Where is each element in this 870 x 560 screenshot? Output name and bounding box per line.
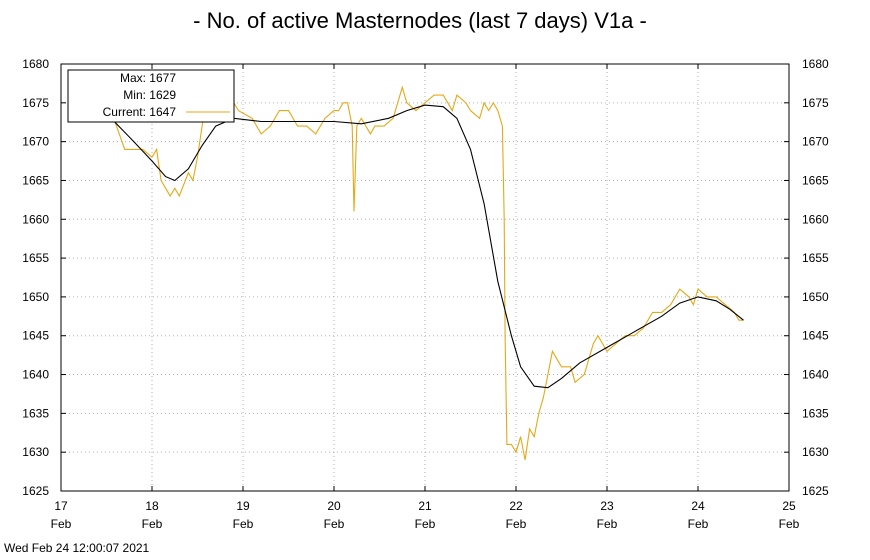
x-tick-day: 19: [236, 499, 250, 513]
y-tick-label: 1655: [802, 251, 829, 265]
y-tick-label: 1665: [802, 173, 829, 187]
y-tick-label: 1675: [802, 96, 829, 110]
y-tick-label: 1655: [22, 251, 49, 265]
x-tick-month: Feb: [51, 517, 72, 531]
series-current-line: [110, 85, 744, 461]
x-tick-day: 21: [418, 499, 432, 513]
x-tick-day: 18: [145, 499, 159, 513]
y-tick-label: 1625: [802, 484, 829, 498]
y-tick-label: 1635: [22, 406, 49, 420]
x-tick-day: 20: [327, 499, 341, 513]
x-tick-month: Feb: [233, 517, 254, 531]
y-tick-label: 1660: [802, 212, 829, 226]
y-tick-label: 1645: [22, 329, 49, 343]
x-tick-month: Feb: [688, 517, 709, 531]
x-tick-month: Feb: [506, 517, 527, 531]
y-tick-label: 1665: [22, 173, 49, 187]
x-tick-month: Feb: [415, 517, 436, 531]
x-tick-month: Feb: [779, 517, 800, 531]
y-axis-right: 1625 1630 1635 1640 1645 1650 1655 1660 1665 1670…: [784, 57, 829, 498]
y-tick-label: 1680: [22, 57, 49, 71]
y-tick-label: 1625: [22, 484, 49, 498]
y-tick-label: 1640: [802, 368, 829, 382]
x-tick-month: Feb: [324, 517, 345, 531]
y-tick-label: 1680: [802, 57, 829, 71]
y-tick-label: 1635: [802, 406, 829, 420]
y-tick-label: 1670: [802, 135, 829, 149]
x-tick-day: 23: [600, 499, 614, 513]
x-tick-month: Feb: [597, 517, 618, 531]
y-tick-label: 1640: [22, 368, 49, 382]
series-lines: [110, 85, 744, 461]
legend-min: Min: 1629: [123, 88, 176, 102]
x-tick-day: 25: [782, 499, 796, 513]
legend: Max: 1677 Min: 1629 Current: 1647: [67, 69, 235, 123]
legend-box: [67, 69, 235, 123]
grid-lines: [61, 64, 789, 491]
legend-max: Max: 1677: [120, 71, 176, 85]
series-trend-line: [110, 104, 744, 389]
y-tick-label: 1675: [22, 96, 49, 110]
y-tick-label: 1650: [802, 290, 829, 304]
y-tick-label: 1660: [22, 212, 49, 226]
legend-current: Current: 1647: [103, 105, 177, 119]
y-tick-label: 1650: [22, 290, 49, 304]
y-axis-left: 1625 1630 1635 1640 1645 1650 1655 1660 1665 1670…: [22, 57, 66, 498]
x-tick-day: 24: [691, 499, 705, 513]
x-axis: 17 Feb 18 Feb 19 Feb 20 Feb 21 Feb 22 Feb 23 Feb 24 Feb…: [51, 64, 800, 531]
y-tick-label: 1645: [802, 329, 829, 343]
x-tick-month: Feb: [142, 517, 163, 531]
footer-timestamp: Wed Feb 24 12:00:07 2021: [4, 541, 150, 555]
y-tick-label: 1630: [22, 445, 49, 459]
x-tick-day: 17: [54, 499, 68, 513]
chart-title: - No. of active Masternodes (last 7 days…: [193, 8, 647, 33]
x-tick-day: 22: [509, 499, 523, 513]
y-tick-label: 1630: [802, 445, 829, 459]
y-tick-label: 1670: [22, 135, 49, 149]
